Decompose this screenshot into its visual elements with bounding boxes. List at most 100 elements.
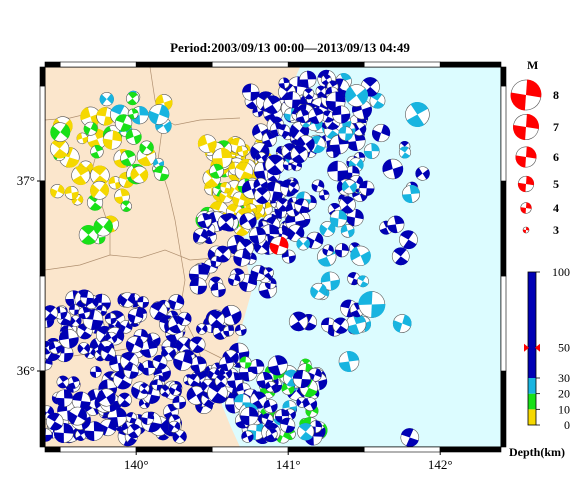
focal-mechanism (303, 88, 315, 100)
focal-mechanism (102, 130, 122, 150)
focal-mechanism (294, 198, 310, 214)
focal-mechanism (249, 359, 265, 375)
focal-mechanism (127, 308, 144, 324)
frame-bar-segment (44, 446, 61, 453)
focal-mechanism (290, 145, 309, 164)
frame-bar-segment (287, 61, 365, 68)
magnitude-legend-symbol (513, 113, 539, 141)
focal-mechanism (196, 323, 208, 335)
focal-mechanism (387, 215, 405, 234)
focal-mechanism (152, 354, 168, 370)
focal-mechanism (139, 140, 154, 155)
focal-mechanism (71, 165, 91, 186)
focal-mechanism (80, 290, 94, 305)
frame-bar-segment (39, 85, 46, 182)
frame-bar-segment (500, 85, 507, 182)
focal-mechanism (280, 417, 296, 433)
depth-legend-band (528, 409, 536, 425)
focal-mechanism (64, 185, 79, 200)
focal-mechanism-large (358, 291, 386, 318)
focal-mechanism (141, 411, 155, 425)
magnitude-legend-label: 4 (553, 201, 559, 215)
focal-mechanism (320, 271, 340, 291)
focal-mechanism (223, 325, 235, 337)
focal-mechanism (372, 123, 391, 143)
lon-tick-label: 142° (428, 457, 453, 472)
focal-mechanism (50, 184, 65, 199)
focal-mechanism (137, 296, 149, 309)
focal-mechanism (261, 413, 274, 426)
focal-mechanism (233, 249, 251, 267)
focal-mechanism (219, 356, 234, 371)
focal-mechanism (117, 392, 132, 408)
focal-mechanism (278, 77, 290, 89)
map-title: Period:2003/09/13 00:00––2013/09/13 04:4… (170, 40, 410, 55)
focal-mechanism (114, 114, 133, 132)
focal-mechanism (399, 230, 418, 250)
focal-mechanism-events (45, 69, 430, 447)
focal-mechanism (296, 109, 310, 123)
frame-bar-segment (39, 275, 46, 372)
frame-bar-segment (211, 61, 289, 68)
depth-legend-title: Depth(km) (509, 445, 565, 459)
focal-mechanism (189, 277, 207, 295)
focal-mechanism (382, 158, 404, 180)
frame-bar-segment (500, 66, 507, 87)
magnitude-legend-symbol (515, 146, 537, 168)
focal-mechanism (123, 363, 139, 379)
focal-mechanism (237, 145, 249, 157)
frame-bar-segment (211, 446, 289, 453)
focal-mechanism (263, 399, 278, 414)
frame-bar-segment (59, 446, 137, 453)
focal-mechanism (83, 121, 98, 136)
lat-tick-label: 37° (17, 173, 35, 188)
focal-mechanism (319, 221, 336, 237)
focal-mechanism (193, 228, 208, 244)
focal-mechanism (267, 355, 288, 376)
focal-mechanism (45, 412, 64, 431)
focal-mechanism (96, 107, 115, 126)
focal-mechanism (48, 340, 63, 355)
frame-bar-segment (439, 446, 502, 453)
focal-mechanism (307, 367, 322, 382)
focal-mechanism (352, 122, 367, 136)
focal-mechanism (288, 311, 309, 332)
depth-legend-tick-label: 30 (558, 371, 570, 385)
focal-mechanism (217, 214, 235, 231)
frame-bar-segment (500, 180, 507, 277)
focal-mechanism (77, 342, 91, 355)
focal-mechanism (69, 304, 81, 316)
focal-mechanism (169, 383, 182, 396)
highlighted-event-mechanism (269, 236, 289, 255)
focal-mechanism (89, 366, 102, 378)
focal-mechanism (119, 292, 136, 308)
focal-mechanism (350, 245, 371, 266)
focal-mechanism (114, 188, 130, 205)
focal-mechanism (56, 375, 70, 389)
focal-mechanism (281, 249, 296, 264)
depth-legend-tick-label: 20 (558, 387, 570, 401)
focal-mechanism-large (345, 84, 369, 107)
focal-mechanism (297, 423, 315, 441)
depth-marker-left (524, 343, 529, 352)
focal-mechanism (402, 184, 421, 204)
focal-mechanism (239, 212, 257, 230)
focal-mechanism (99, 92, 114, 107)
focal-mechanism (296, 236, 310, 251)
focal-mechanism (338, 126, 353, 141)
focal-mechanism (338, 196, 356, 214)
focal-mechanism (45, 428, 53, 442)
frame-bar-segment (135, 61, 213, 68)
focal-mechanism (308, 107, 325, 124)
focal-mechanism (332, 105, 351, 124)
frame-bar-segment (59, 61, 137, 68)
focal-mechanism (327, 160, 348, 182)
focal-mechanism (210, 282, 226, 298)
focal-mechanism (286, 224, 305, 242)
focal-mechanism (125, 412, 137, 424)
focal-mechanism (187, 374, 201, 387)
focal-mechanism (93, 217, 113, 237)
depth-marker-right (535, 343, 540, 352)
focal-mechanism (340, 223, 355, 238)
